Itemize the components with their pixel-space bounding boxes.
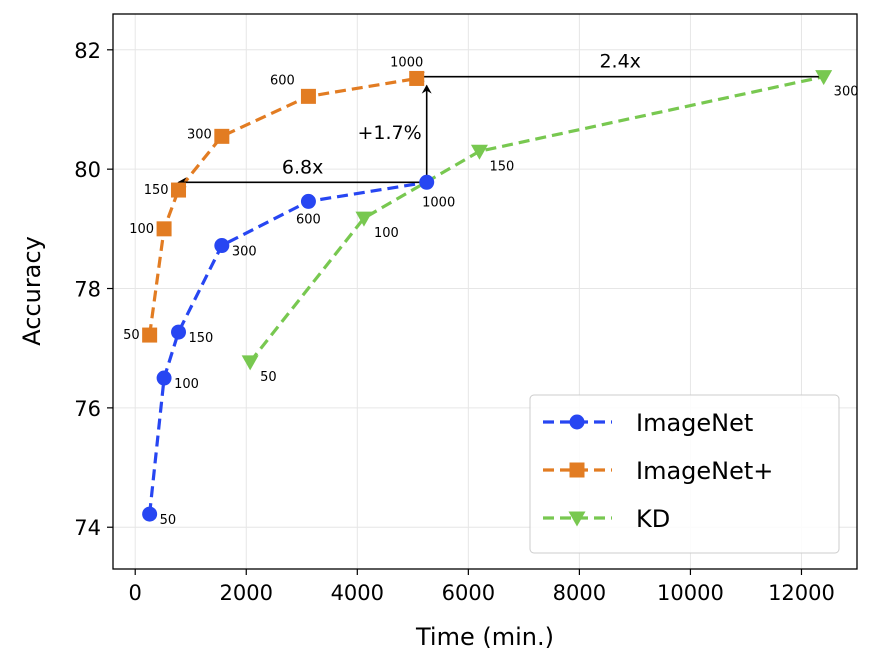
annotation-label: 2.4x [599, 51, 640, 73]
point-label: 1000 [390, 55, 423, 70]
point-label: 600 [270, 73, 295, 88]
data-point [156, 221, 172, 237]
data-point [470, 144, 488, 160]
data-point [156, 370, 172, 386]
data-point [409, 70, 425, 86]
y-tick-label: 76 [74, 397, 101, 421]
axis-ticks: 0 2000 4000 6000 8000 10000 12000 74 76 78 80 82 [74, 39, 835, 605]
legend-swatch-marker [569, 462, 585, 478]
x-axis-title: Time (min.) [415, 623, 554, 651]
point-label: 50 [123, 328, 140, 343]
data-point [142, 327, 158, 343]
data-point [815, 70, 833, 86]
data-point [300, 193, 316, 209]
point-label: 100 [174, 377, 199, 392]
point-label: 50 [260, 370, 277, 385]
series-line [148, 76, 417, 336]
point-label: 100 [129, 222, 154, 237]
point-label-layer: 50 100 150 300 600 1000 50 100 150 300 600 1000 50 10… [123, 55, 858, 528]
series-line [148, 180, 427, 515]
y-tick-label: 82 [74, 39, 101, 63]
data-point [241, 355, 259, 371]
data-point [300, 88, 316, 104]
series-line [248, 75, 825, 363]
data-point [142, 506, 158, 522]
data-point [419, 174, 435, 190]
data-point [214, 238, 230, 254]
annotation-label: +1.7% [357, 122, 421, 144]
y-tick-label: 78 [74, 278, 101, 302]
point-label: 300 [187, 127, 212, 142]
point-label: 300 [232, 245, 257, 260]
data-point [355, 211, 373, 227]
y-tick-label: 80 [74, 158, 101, 182]
y-tick-label: 74 [74, 516, 101, 540]
x-tick-label: 10000 [657, 581, 724, 605]
plot-frame [112, 13, 858, 570]
x-tick-label: 4000 [331, 581, 384, 605]
y-axis-title: Accuracy [18, 236, 46, 346]
annotation-label: 6.8x [282, 156, 323, 178]
data-point [214, 128, 230, 144]
data-point [171, 182, 187, 198]
legend: ImageNet ImageNet+ KD [529, 394, 840, 554]
legend-label: ImageNet [636, 409, 753, 437]
point-label: 1000 [422, 195, 455, 210]
annotation-layer: 6.8x +1.7% 2.4x [177, 51, 824, 188]
legend-swatch-marker [568, 511, 586, 527]
point-label: 50 [160, 513, 177, 528]
legend-label: KD [636, 505, 670, 533]
marker-layer [142, 70, 833, 522]
point-label: 100 [374, 226, 399, 241]
data-point [171, 324, 187, 340]
legend-label: ImageNet+ [636, 457, 773, 485]
point-label: 150 [144, 183, 169, 198]
x-tick-label: 12000 [768, 581, 835, 605]
x-tick-label: 8000 [553, 581, 606, 605]
legend-swatch-marker [569, 414, 585, 430]
point-label: 150 [189, 331, 214, 346]
point-label: 150 [489, 159, 514, 174]
x-tick-label: 0 [129, 581, 142, 605]
series-layer [148, 75, 825, 515]
point-label: 300 [834, 85, 859, 100]
legend-box [529, 394, 840, 554]
x-tick-label: 6000 [442, 581, 495, 605]
x-tick-label: 2000 [220, 581, 273, 605]
point-label: 600 [296, 212, 321, 227]
